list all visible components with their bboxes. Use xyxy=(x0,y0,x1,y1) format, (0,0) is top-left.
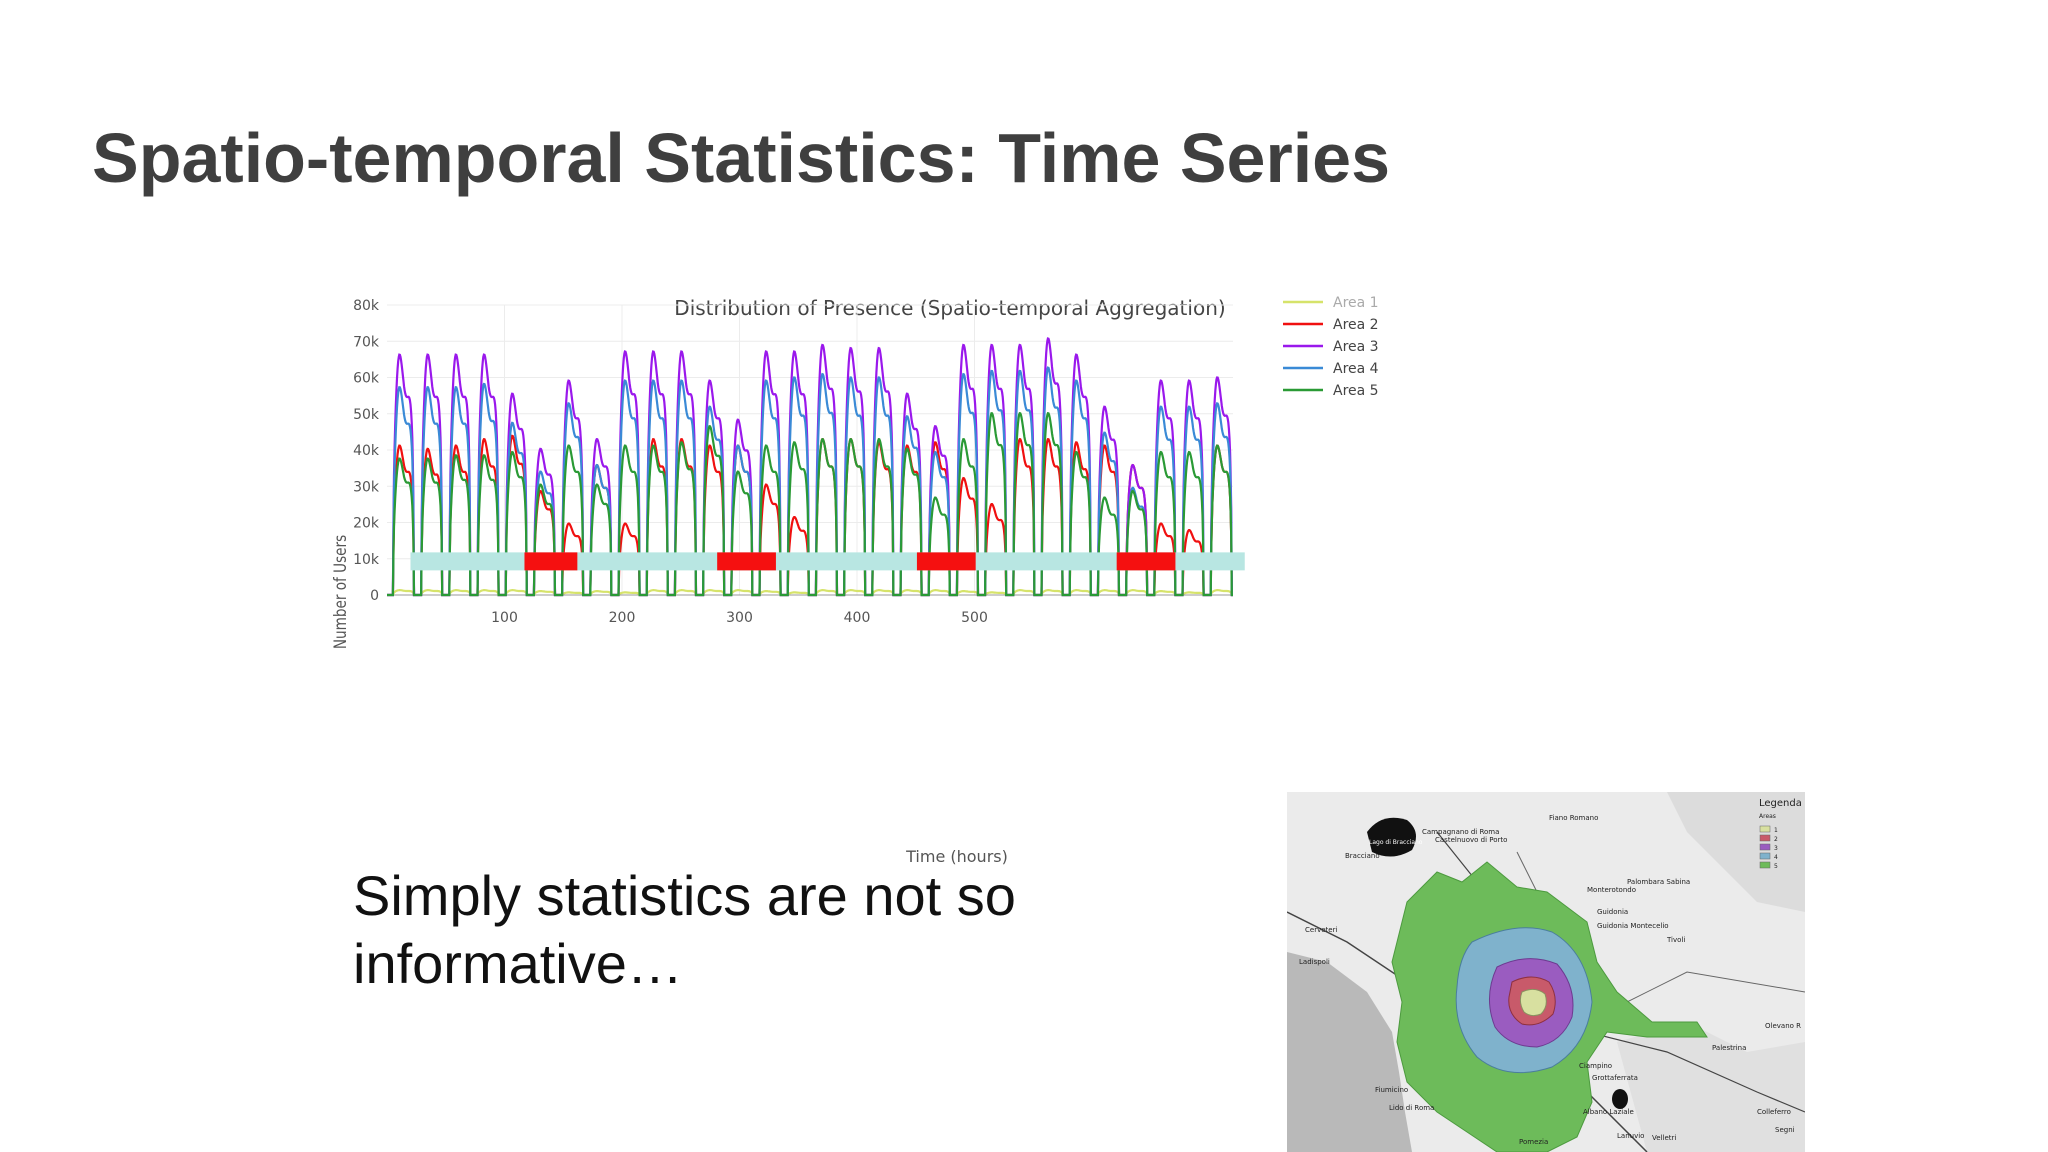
map-legend-subtitle: Areas xyxy=(1759,813,1776,820)
map-legend-swatch xyxy=(1759,852,1771,860)
x-tick-label: 500 xyxy=(961,610,988,626)
y-tick-label: 30k xyxy=(353,479,380,495)
sea-area xyxy=(1287,952,1412,1152)
legend-label: Area 2 xyxy=(1333,317,1379,333)
y-tick-label: 80k xyxy=(353,298,380,314)
y-axis-label: Number of Users xyxy=(331,535,351,649)
map-label: Lido di Roma xyxy=(1389,1104,1434,1112)
map-label: Ladispoli xyxy=(1299,958,1330,966)
y-tick-label: 60k xyxy=(353,371,380,387)
map-legend-label: 3 xyxy=(1774,845,1778,852)
x-tick-label: 300 xyxy=(726,610,753,626)
series-line-5 xyxy=(387,411,1233,597)
legend: Area 1 Area 2 Area 3 Area 4 Area 5 xyxy=(1283,295,1379,399)
map-label: Bracciano xyxy=(1345,852,1380,860)
map-label: Palestrina xyxy=(1712,1044,1746,1052)
area-map: Campagnano di Roma Castelnuovo di Porto … xyxy=(1287,792,1805,1152)
chart-svg: Distribution of Presence (Spatio-tempora… xyxy=(331,295,1379,866)
calendar-bar xyxy=(410,552,1245,571)
legend-label: Area 5 xyxy=(1333,383,1379,399)
map-legend-swatch xyxy=(1759,843,1771,851)
map-label: Monterotondo xyxy=(1587,886,1636,894)
legend-label: Area 1 xyxy=(1333,295,1379,311)
map-svg: Campagnano di Roma Castelnuovo di Porto … xyxy=(1287,792,1805,1152)
calendar-weekend-block xyxy=(524,552,578,571)
map-labels: Campagnano di Roma Castelnuovo di Porto … xyxy=(1299,814,1801,1146)
map-legend-label: 4 xyxy=(1774,854,1778,861)
calendar-weekend-block xyxy=(1116,552,1176,571)
map-label: Olevano R xyxy=(1765,1022,1801,1030)
map-label: Velletri xyxy=(1652,1134,1676,1142)
map-label: Segni xyxy=(1775,1126,1795,1134)
calendar-weekday-band xyxy=(410,552,1245,571)
y-tick-label: 10k xyxy=(353,552,380,568)
map-label: Tivoli xyxy=(1666,936,1685,944)
calendar-weekend-block xyxy=(717,552,776,571)
map-label: Lanuvio xyxy=(1617,1132,1644,1140)
x-tick-label: 100 xyxy=(491,610,518,626)
x-tick-label: 400 xyxy=(844,610,871,626)
map-label: Palombara Sabina xyxy=(1627,878,1690,886)
x-tick-label: 200 xyxy=(609,610,636,626)
chart-title: Distribution of Presence (Spatio-tempora… xyxy=(674,296,1225,320)
lake-bracciano xyxy=(1367,817,1416,857)
legend-label: Area 3 xyxy=(1333,339,1379,355)
y-tick-label: 0 xyxy=(370,588,379,604)
map-legend-title: Legenda xyxy=(1759,798,1802,809)
map-label: Grottaferrata xyxy=(1592,1074,1638,1082)
series-lines xyxy=(387,337,1233,597)
map-legend-swatch xyxy=(1759,825,1771,833)
x-axis-label: Time (hours) xyxy=(905,847,1008,866)
y-tick-label: 20k xyxy=(353,516,380,532)
map-legend: Legenda Areas 1 2 3 4 5 xyxy=(1759,798,1802,870)
terrain xyxy=(1667,792,1805,912)
map-label: Castelnuovo di Porto xyxy=(1435,836,1507,844)
map-label: Ciampino xyxy=(1579,1062,1612,1070)
lake-albano xyxy=(1612,1089,1628,1109)
terrain xyxy=(1617,1022,1805,1152)
map-label: Fiano Romano xyxy=(1549,814,1598,822)
time-series-chart: Distribution of Presence (Spatio-tempora… xyxy=(320,290,1730,870)
map-label: Albano Laziale xyxy=(1583,1108,1634,1116)
axis-ticks: 0 10k 20k 30k 40k 50k 60k 70k 80k 100 200 300 400 500 xyxy=(353,298,988,626)
map-label: Pomezia xyxy=(1519,1138,1548,1146)
legend-label: Area 4 xyxy=(1333,361,1379,377)
map-label: Campagnano di Roma xyxy=(1422,828,1499,836)
map-label: Colleferro xyxy=(1757,1108,1791,1116)
y-tick-label: 70k xyxy=(353,334,380,350)
map-label: Guidonia Montecelio xyxy=(1597,922,1669,930)
map-label: Fiumicino xyxy=(1375,1086,1408,1094)
map-legend-swatch xyxy=(1759,834,1771,842)
map-label: Cerveteri xyxy=(1305,926,1337,934)
body-text: Simply statistics are not so informative… xyxy=(353,864,1016,995)
map-legend-label: 1 xyxy=(1774,827,1778,834)
map-legend-label: 2 xyxy=(1774,836,1778,843)
map-legend-swatch xyxy=(1759,861,1771,869)
calendar-weekend-block xyxy=(916,552,976,571)
map-label: Guidonia xyxy=(1597,908,1628,916)
area-1-region xyxy=(1519,988,1547,1017)
map-legend-label: 5 xyxy=(1774,863,1778,870)
slide-title: Spatio-temporal Statistics: Time Series xyxy=(92,119,1391,197)
y-tick-label: 50k xyxy=(353,407,380,423)
map-label: Lago di Bracciano xyxy=(1369,839,1423,846)
y-tick-label: 40k xyxy=(353,443,380,459)
